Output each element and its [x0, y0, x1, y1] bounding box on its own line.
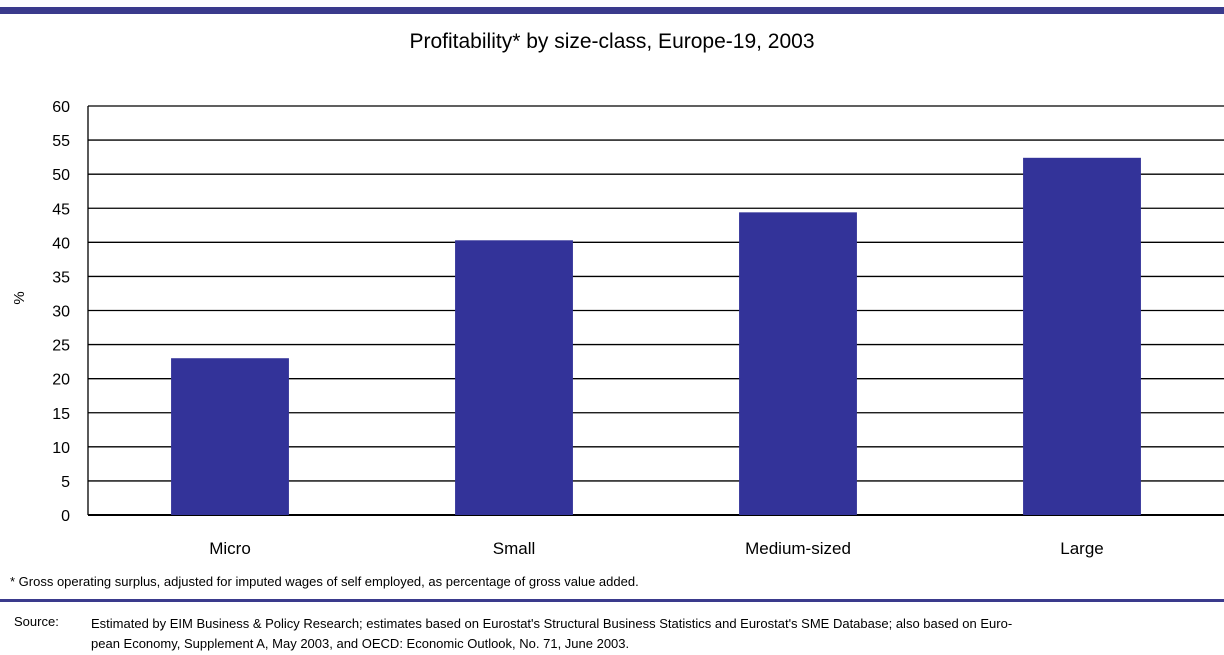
y-tick-labels: 0 5 10 15 20 25 30 35 40 45 50 55 60 [52, 99, 70, 525]
y-tick-label: 5 [61, 474, 70, 491]
x-tick-label: Small [493, 539, 536, 558]
x-tick-labels: Micro Small Medium-sized Large [209, 539, 1104, 558]
bar-chart: 0 5 10 15 20 25 30 35 40 45 50 55 60 Micro Small Mediu… [11, 99, 1224, 558]
bars [171, 157, 1141, 515]
y-tick-label: 0 [61, 508, 70, 525]
bar-large [1023, 157, 1141, 515]
source-line-2: pean Economy, Supplement A, May 2003, an… [91, 636, 630, 651]
source-label: Source: [14, 614, 59, 629]
y-tick-label: 50 [52, 167, 70, 184]
y-tick-label: 40 [52, 235, 70, 252]
footnote: * Gross operating surplus, adjusted for … [10, 574, 639, 589]
bar-micro [171, 358, 289, 515]
y-tick-label: 10 [52, 440, 70, 457]
bar-small [455, 240, 573, 515]
y-tick-label: 20 [52, 372, 70, 389]
y-tick-label: 15 [52, 406, 70, 423]
x-tick-label: Micro [209, 539, 251, 558]
y-tick-label: 45 [52, 201, 70, 218]
x-tick-label: Medium-sized [745, 539, 851, 558]
y-tick-label: 30 [52, 304, 70, 321]
y-tick-label: 55 [52, 133, 70, 150]
source-text: Estimated by EIM Business & Policy Resea… [91, 614, 1224, 654]
y-axis-label: % [11, 291, 28, 304]
source-line-1: Estimated by EIM Business & Policy Resea… [91, 616, 1013, 631]
top-rule [0, 7, 1224, 14]
y-tick-label: 35 [52, 269, 70, 286]
chart-title: Profitability* by size-class, Europe-19,… [409, 30, 815, 53]
y-tick-label: 60 [52, 99, 70, 116]
bottom-rule [0, 599, 1224, 602]
x-tick-label: Large [1060, 539, 1103, 558]
bar-medium-sized [739, 212, 857, 515]
y-tick-label: 25 [52, 338, 70, 355]
